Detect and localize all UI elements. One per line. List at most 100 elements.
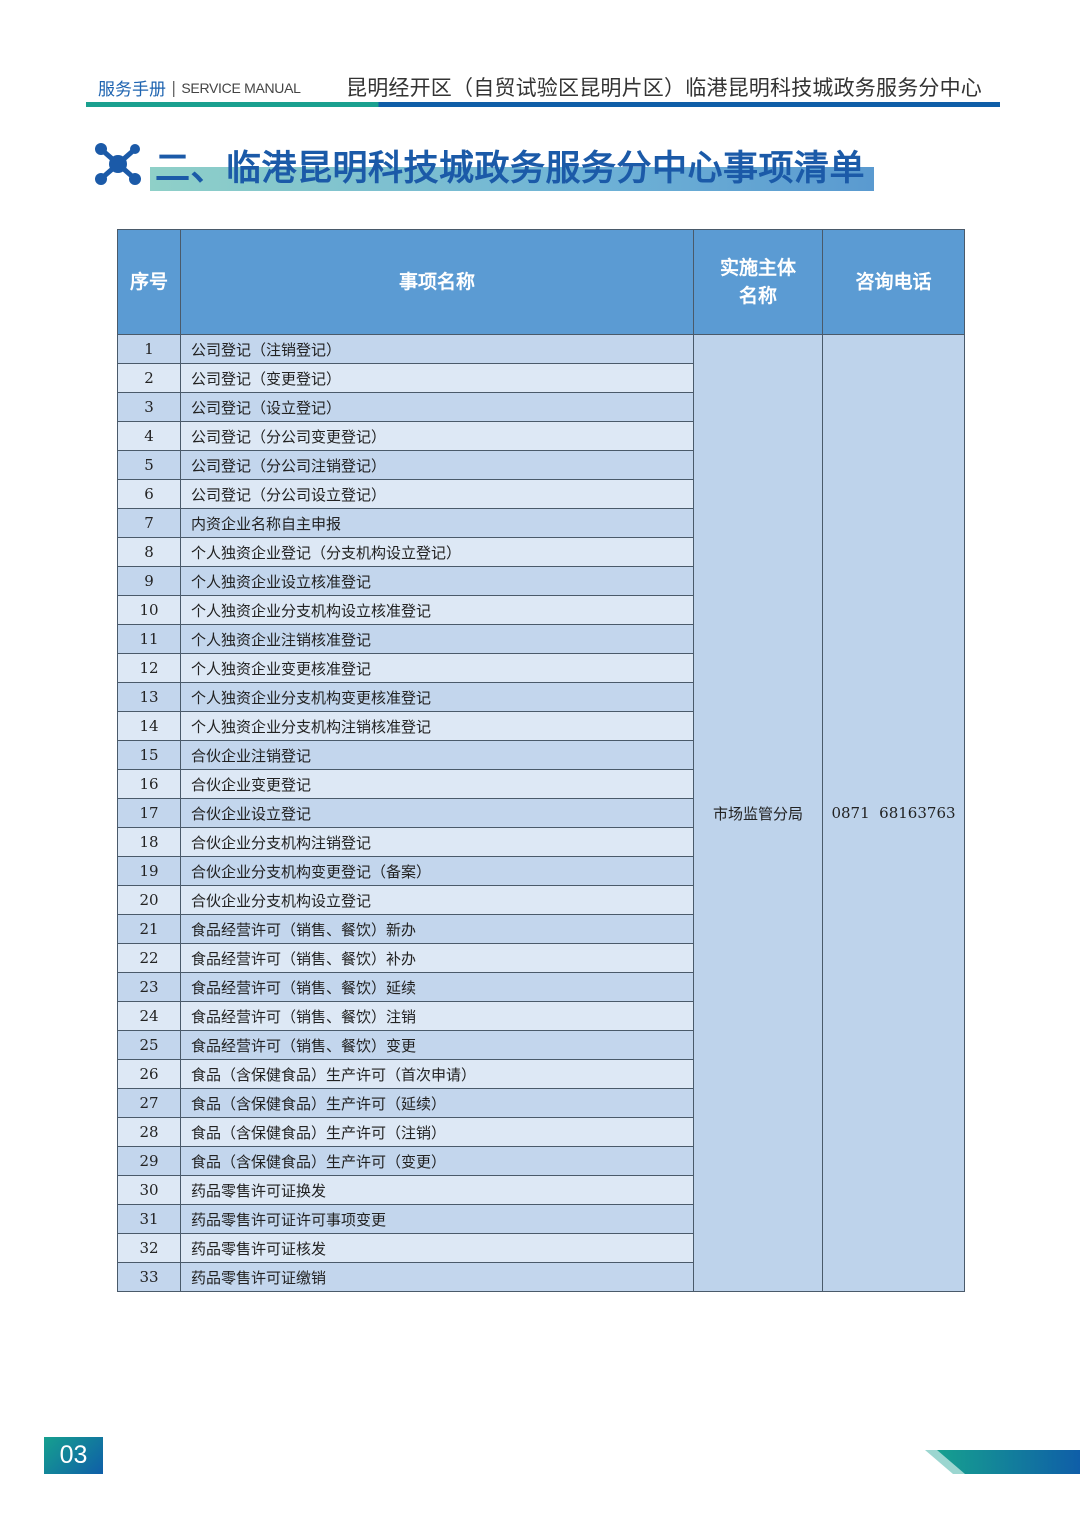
row-number: 28 (117, 1117, 181, 1147)
item-name: 合伙企业变更登记 (180, 769, 694, 799)
item-name: 食品经营许可（销售、餐饮）延续 (180, 972, 694, 1002)
row-number: 7 (117, 508, 181, 538)
table-row: 20 合伙企业分支机构设立登记 (117, 885, 965, 915)
row-number: 33 (117, 1262, 181, 1292)
row-number: 24 (117, 1001, 181, 1031)
row-number: 4 (117, 421, 181, 451)
row-number: 9 (117, 566, 181, 596)
row-number: 17 (117, 798, 181, 828)
table-row: 21 食品经营许可（销售、餐饮）新办 (117, 914, 965, 944)
table-row: 14 个人独资企业分支机构注销核准登记 (117, 711, 965, 741)
item-name: 食品经营许可（销售、餐饮）补办 (180, 943, 694, 973)
row-number: 23 (117, 972, 181, 1002)
row-number: 1 (117, 334, 181, 364)
column-header-agency-text: 实施主体名称 (719, 257, 796, 307)
row-number: 5 (117, 450, 181, 480)
table-row: 25 食品经营许可（销售、餐饮）变更 (117, 1030, 965, 1060)
row-number: 6 (117, 479, 181, 509)
agency-cell: 市场监管分局 (693, 334, 823, 1292)
item-name: 食品经营许可（销售、餐饮）注销 (180, 1001, 694, 1031)
row-number: 31 (117, 1204, 181, 1234)
item-name: 公司登记（分公司注销登记） (180, 450, 694, 480)
row-number: 21 (117, 914, 181, 944)
manual-label: 服务手册 | SERVICE MANUAL (98, 75, 301, 100)
item-name: 药品零售许可证换发 (180, 1175, 694, 1205)
table-row: 17 合伙企业设立登记 (117, 798, 965, 828)
item-name: 食品经营许可（销售、餐饮）变更 (180, 1030, 694, 1060)
service-items-table: 序号 事项名称 实施主体名称 咨询电话 1 公司登记（注销登记） 市场监管分局 0… (117, 229, 965, 1292)
footer-decoration (925, 1450, 1080, 1474)
header-title: 昆明经开区（自贸试验区昆明片区）临港昆明科技城政务服务分中心 (346, 76, 982, 100)
item-name: 合伙企业分支机构变更登记（备案） (180, 856, 694, 886)
row-number: 2 (117, 363, 181, 393)
row-number: 26 (117, 1059, 181, 1089)
table-row: 12 个人独资企业变更核准登记 (117, 653, 965, 683)
table-row: 1 公司登记（注销登记） 市场监管分局 0871 68163763 (117, 334, 965, 1292)
row-number: 10 (117, 595, 181, 625)
table-row: 30 药品零售许可证换发 (117, 1175, 965, 1205)
row-number: 32 (117, 1233, 181, 1263)
manual-label-en: SERVICE MANUAL (181, 79, 301, 96)
item-name: 合伙企业分支机构注销登记 (180, 827, 694, 857)
row-number: 30 (117, 1175, 181, 1205)
item-name: 食品（含保健食品）生产许可（变更） (180, 1146, 694, 1176)
row-number: 11 (117, 624, 181, 654)
table-row: 2 公司登记（变更登记） (117, 363, 965, 393)
table-row: 3 公司登记（设立登记） (117, 392, 965, 422)
row-number: 3 (117, 392, 181, 422)
row-number: 27 (117, 1088, 181, 1118)
table-row: 8 个人独资企业登记（分支机构设立登记） (117, 537, 965, 567)
manual-label-cn: 服务手册 (98, 80, 166, 100)
row-number: 18 (117, 827, 181, 857)
table-row: 23 食品经营许可（销售、餐饮）延续 (117, 972, 965, 1002)
item-name: 合伙企业注销登记 (180, 740, 694, 770)
table-row: 6 公司登记（分公司设立登记） (117, 479, 965, 509)
divider: | (171, 78, 177, 97)
item-name: 个人独资企业分支机构变更核准登记 (180, 682, 694, 712)
item-name: 个人独资企业变更核准登记 (180, 653, 694, 683)
item-name: 食品（含保健食品）生产许可（首次申请） (180, 1059, 694, 1089)
table-row: 15 合伙企业注销登记 (117, 740, 965, 770)
column-header-phone: 咨询电话 (822, 229, 965, 335)
phone-cell: 0871 68163763 (822, 334, 965, 1292)
page-number: 03 (44, 1437, 103, 1474)
table-header-row: 序号 事项名称 实施主体名称 咨询电话 (117, 229, 965, 335)
table-row: 24 食品经营许可（销售、餐饮）注销 (117, 1001, 965, 1031)
table-row: 33 药品零售许可证缴销 (117, 1262, 965, 1292)
item-name: 食品经营许可（销售、餐饮）新办 (180, 914, 694, 944)
item-name: 个人独资企业登记（分支机构设立登记） (180, 537, 694, 567)
row-number: 14 (117, 711, 181, 741)
row-number: 20 (117, 885, 181, 915)
row-number: 16 (117, 769, 181, 799)
row-number: 15 (117, 740, 181, 770)
item-name: 药品零售许可证核发 (180, 1233, 694, 1263)
item-name: 药品零售许可证许可事项变更 (180, 1204, 694, 1234)
table-row: 28 食品（含保健食品）生产许可（注销） (117, 1117, 965, 1147)
table-row: 18 合伙企业分支机构注销登记 (117, 827, 965, 857)
item-name: 个人独资企业注销核准登记 (180, 624, 694, 654)
item-name: 个人独资企业分支机构设立核准登记 (180, 595, 694, 625)
item-name: 公司登记（注销登记） (180, 334, 694, 364)
header-rule (86, 102, 1000, 107)
item-name: 公司登记（分公司设立登记） (180, 479, 694, 509)
column-header-no: 序号 (117, 229, 181, 335)
item-name: 药品零售许可证缴销 (180, 1262, 694, 1292)
item-name: 合伙企业设立登记 (180, 798, 694, 828)
table-row: 27 食品（含保健食品）生产许可（延续） (117, 1088, 965, 1118)
row-number: 29 (117, 1146, 181, 1176)
table-row: 5 公司登记（分公司注销登记） (117, 450, 965, 480)
section-title: 二、临港昆明科技城政务服务分中心事项清单 (155, 149, 866, 189)
row-number: 19 (117, 856, 181, 886)
item-name: 公司登记（设立登记） (180, 392, 694, 422)
column-header-agency: 实施主体名称 (693, 229, 823, 335)
table-row: 9 个人独资企业设立核准登记 (117, 566, 965, 596)
table-row: 4 公司登记（分公司变更登记） (117, 421, 965, 451)
item-name: 食品（含保健食品）生产许可（注销） (180, 1117, 694, 1147)
row-number: 8 (117, 537, 181, 567)
title-highlight (150, 167, 874, 191)
item-name: 个人独资企业分支机构注销核准登记 (180, 711, 694, 741)
row-number: 13 (117, 682, 181, 712)
item-name: 公司登记（分公司变更登记） (180, 421, 694, 451)
table-row: 7 内资企业名称自主申报 (117, 508, 965, 538)
table-row: 31 药品零售许可证许可事项变更 (117, 1204, 965, 1234)
